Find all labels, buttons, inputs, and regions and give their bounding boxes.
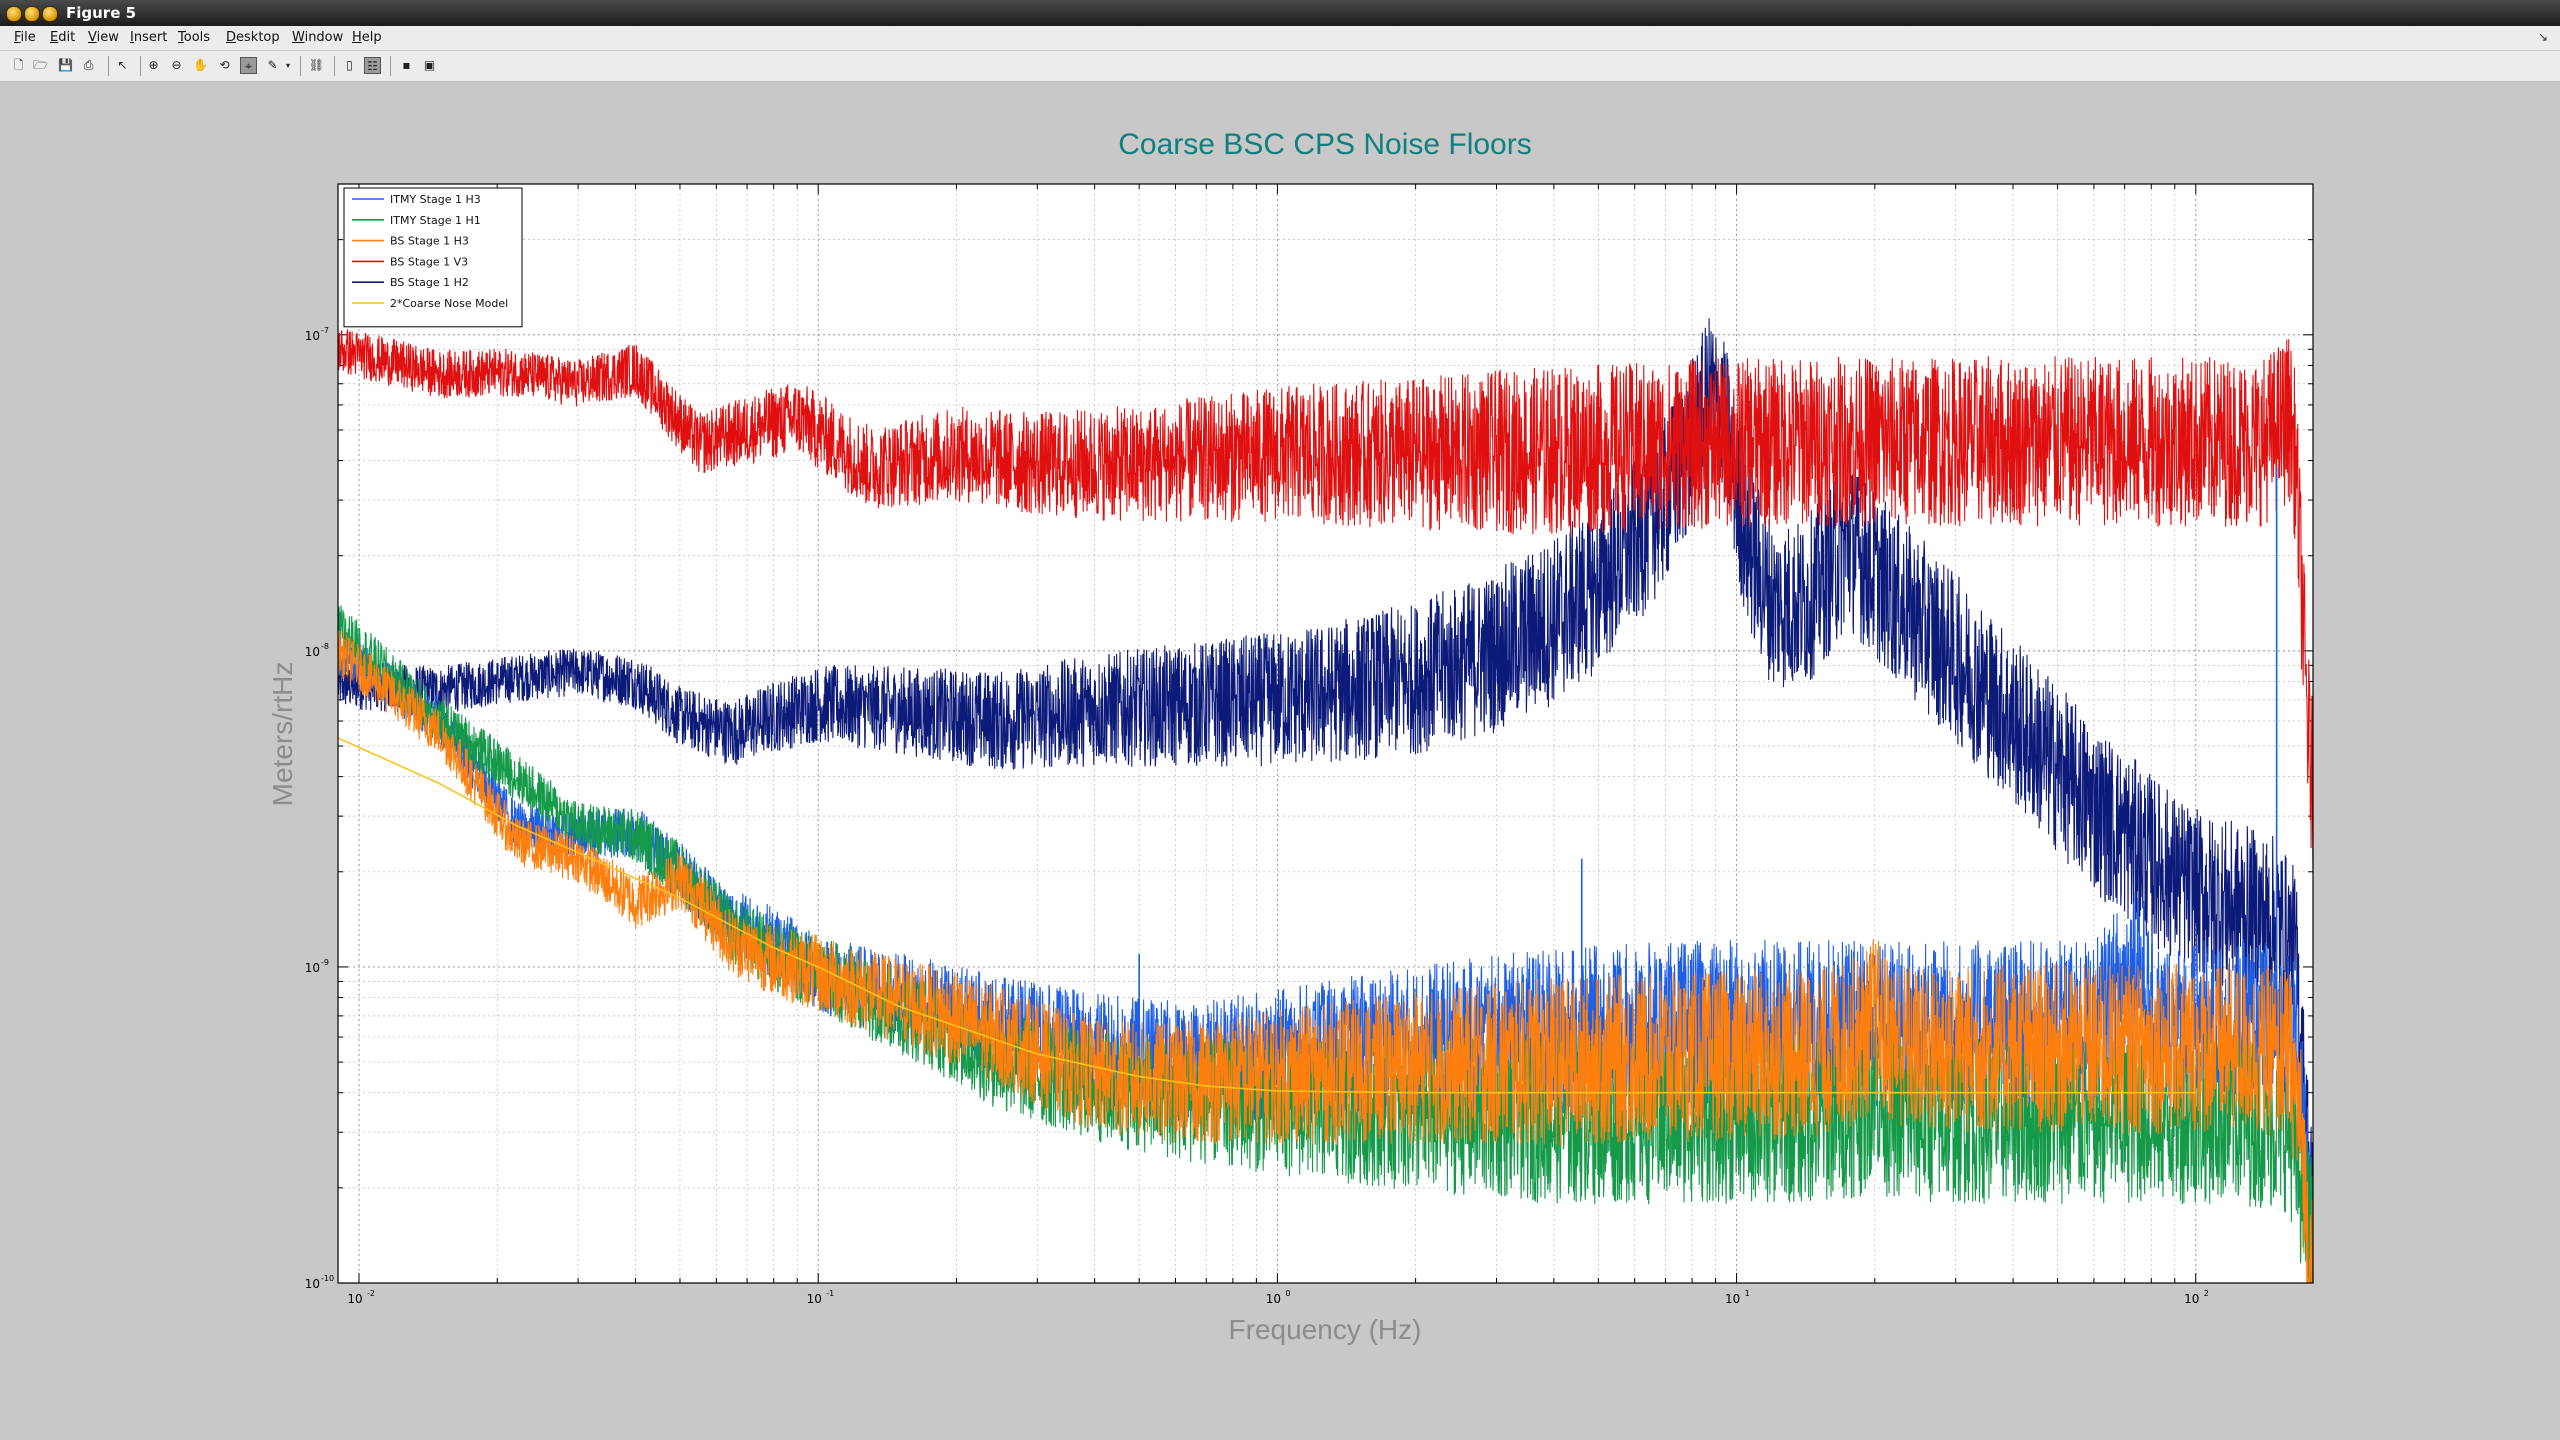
legend[interactable]: ITMY Stage 1 H3 ITMY Stage 1 H1 BS Stage 1…: [343, 187, 523, 328]
menu-file[interactable]: File: [14, 30, 36, 45]
x-tick-label: 10: [807, 1292, 822, 1306]
figure-canvas: 10 -2 10 -1 10 0 10 1 10 2 10 -10 10 -9 10 -8 10 -7 Coars…: [2, 82, 2558, 1436]
legend-entry: BS Stage 1 V3: [390, 255, 468, 268]
menu-view[interactable]: View: [88, 30, 119, 45]
menu-bar: File Edit View Insert Tools Desktop Wind…: [0, 26, 2560, 51]
y-tick-label: 10: [305, 961, 320, 975]
series-line: [338, 318, 2313, 1265]
series-line: [338, 329, 2313, 872]
zoom-out-icon[interactable]: ⊖: [171, 58, 182, 72]
y-tick-label: 10: [305, 329, 320, 343]
save-icon[interactable]: 💾: [58, 58, 73, 72]
x-tick-label-exponent: -2: [367, 1289, 375, 1298]
y-tick-label-exponent: -9: [321, 958, 329, 967]
title-bar: Figure 5: [0, 0, 2560, 26]
close-window-button[interactable]: [6, 6, 22, 22]
y-tick-label-exponent: -7: [321, 326, 329, 335]
print-icon[interactable]: ⎙: [83, 58, 94, 72]
data-cursor-icon[interactable]: ⌖: [240, 57, 257, 74]
menu-edit[interactable]: Edit: [50, 30, 76, 45]
series-line: [338, 737, 2196, 1094]
legend-entry: ITMY Stage 1 H3: [390, 193, 481, 206]
colorbar-icon[interactable]: ▯: [346, 58, 353, 72]
y-tick-label-exponent: -8: [321, 642, 329, 651]
y-axis-label: Meters/rtHz: [267, 662, 298, 807]
legend-icon[interactable]: ☷: [364, 57, 381, 74]
x-tick-label-exponent: 0: [1285, 1289, 1290, 1298]
open-file-icon[interactable]: 🗁: [33, 58, 48, 72]
y-tick-label: 10: [305, 645, 320, 659]
plot-frame: [337, 183, 2314, 1284]
menu-tools[interactable]: Tools: [178, 30, 211, 45]
dock-figure-icon[interactable]: ↘: [2537, 30, 2548, 44]
pan-hand-icon[interactable]: ✋: [193, 58, 208, 72]
legend-entry: BS Stage 1 H2: [390, 276, 469, 289]
link-icon[interactable]: ⛓: [308, 58, 325, 72]
minimize-window-button[interactable]: [24, 6, 40, 22]
rotate-3d-icon[interactable]: ⟲: [219, 58, 230, 72]
x-tick-label: 10: [1266, 1292, 1281, 1306]
brush-icon[interactable]: ✎: [267, 58, 278, 72]
x-tick-label-exponent: 2: [2204, 1289, 2209, 1298]
menu-insert[interactable]: Insert: [130, 30, 168, 45]
menu-help[interactable]: Help: [352, 30, 382, 45]
new-figure-icon[interactable]: 🗋: [13, 58, 24, 72]
zoom-in-icon[interactable]: ⊕: [148, 58, 159, 72]
x-tick-label: 10: [1725, 1292, 1740, 1306]
maximize-window-button[interactable]: [42, 6, 58, 22]
x-tick-label: 10: [2184, 1292, 2199, 1306]
brush-dropdown-icon[interactable]: ▾: [285, 61, 290, 70]
menu-window[interactable]: Window: [292, 30, 344, 45]
figure-toolbar: 🗋 🗁 💾 ⎙ ↖ ⊕ ⊖ ✋ ⟲ ⌖ ✎ ▾ ⛓ ▯ ☷ ▪ ▣: [0, 51, 2560, 82]
y-tick-label: 10: [305, 1277, 320, 1291]
hide-plot-tools-icon[interactable]: ▪: [402, 58, 411, 72]
x-tick-label-exponent: -1: [826, 1289, 834, 1298]
window-title: Figure 5: [66, 4, 137, 22]
menu-desktop[interactable]: Desktop: [226, 30, 280, 45]
x-tick-label: 10: [347, 1292, 362, 1306]
show-plot-tools-icon[interactable]: ▣: [423, 58, 436, 72]
series-group: [338, 318, 2313, 1283]
legend-entry: 2*Coarse Nose Model: [390, 297, 508, 310]
legend-entry: ITMY Stage 1 H1: [390, 214, 481, 227]
legend-entry: BS Stage 1 H3: [390, 235, 469, 248]
x-tick-label-exponent: 1: [1745, 1289, 1750, 1298]
y-tick-label-exponent: -10: [321, 1274, 334, 1283]
x-axis-label: Frequency (Hz): [1229, 1314, 1422, 1345]
chart-title: Coarse BSC CPS Noise Floors: [1118, 128, 1531, 161]
select-arrow-icon[interactable]: ↖: [117, 58, 128, 72]
